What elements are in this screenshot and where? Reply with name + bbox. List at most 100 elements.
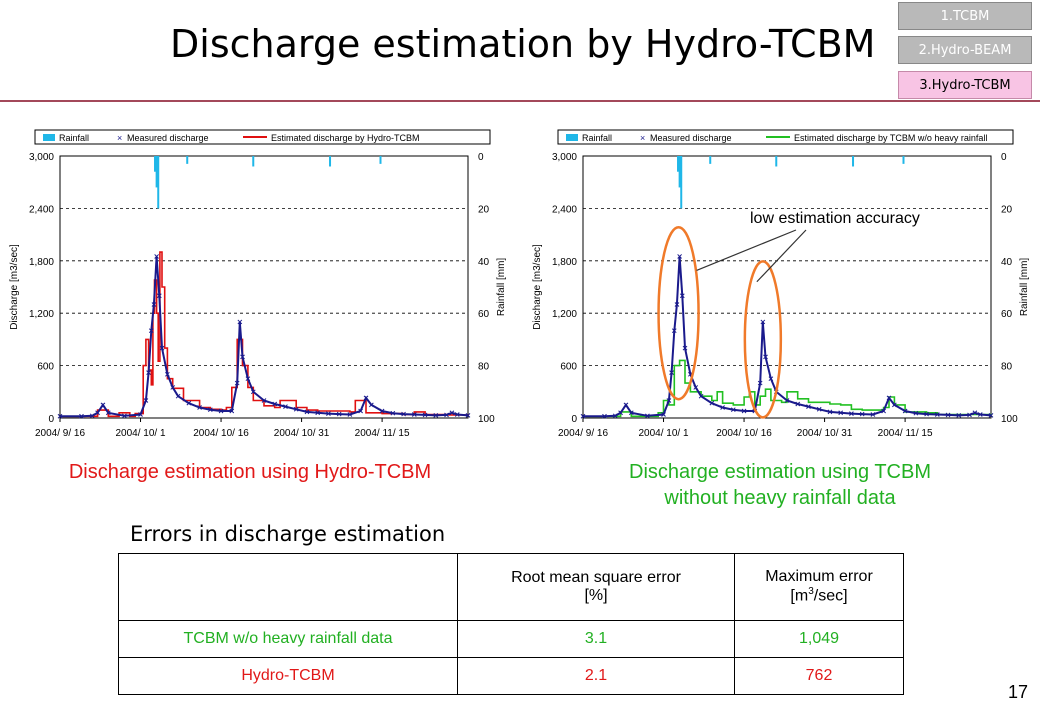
nav-tcbm-button[interactable]: 1.TCBM xyxy=(898,2,1032,30)
page-number: 17 xyxy=(1008,682,1029,702)
measured-point xyxy=(138,412,143,417)
callout-line-1 xyxy=(696,229,797,271)
title-divider xyxy=(0,100,1040,102)
measured-point xyxy=(95,410,100,416)
measured-point xyxy=(757,380,763,386)
measured-point xyxy=(79,413,84,419)
measured-point xyxy=(988,413,994,418)
measured-point xyxy=(250,389,256,395)
x-tick-label: 2004/ 11/ 15 xyxy=(878,428,933,439)
measured-point xyxy=(89,413,95,419)
measured-point xyxy=(122,413,127,419)
measured-point xyxy=(741,408,747,414)
measured-point xyxy=(628,410,634,416)
measured-point xyxy=(698,393,704,399)
header-max-error: Maximum error [m3/sec] xyxy=(734,553,904,621)
measured-point xyxy=(229,408,235,414)
caption-right: Discharge estimation using TCBM without … xyxy=(540,459,1020,511)
measured-point xyxy=(671,328,677,334)
error-table: Root mean square error [%] Maximum error… xyxy=(118,553,904,695)
measured-point xyxy=(261,398,267,403)
y2-tick-label: 0 xyxy=(478,152,484,163)
legend-estimated-label: Estimated discharge by TCBM w/o heavy ra… xyxy=(794,133,987,143)
measured-point xyxy=(945,412,951,418)
measured-point xyxy=(730,407,736,413)
y-tick-label: 600 xyxy=(560,362,577,373)
measured-point xyxy=(870,412,876,417)
rainfall-bar xyxy=(709,156,712,164)
measured-point xyxy=(902,408,908,414)
measured-discharge-line xyxy=(60,256,469,418)
measured-point xyxy=(218,408,224,414)
nav-hydro-tcbm-button[interactable]: 3.Hydro-TCBM xyxy=(898,71,1032,99)
measured-point xyxy=(283,404,288,410)
measured-point xyxy=(827,409,833,415)
rainfall-bar xyxy=(775,156,778,167)
measured-point xyxy=(390,410,396,416)
callout-line-2 xyxy=(756,229,807,283)
estimated-discharge-line xyxy=(583,359,992,418)
legend-measured-marker: × xyxy=(117,133,122,143)
measured-point xyxy=(956,413,962,418)
header-rmse-line2: [%] xyxy=(584,587,608,604)
header-max-post: /sec] xyxy=(813,587,848,605)
rainfall-bar xyxy=(680,156,683,209)
measured-point xyxy=(326,411,331,416)
measured-point xyxy=(784,398,790,403)
x-tick-label: 2004/ 11/ 15 xyxy=(355,428,410,439)
x-tick-label: 2004/ 10/ 1 xyxy=(116,428,166,439)
measured-point xyxy=(411,412,417,417)
measured-point xyxy=(170,385,176,390)
measured-point xyxy=(465,413,471,418)
y2-tick-label: 60 xyxy=(1001,309,1013,320)
row-name: Hydro-TCBM xyxy=(118,657,458,695)
rainfall-bar xyxy=(252,156,255,167)
measured-point xyxy=(618,410,623,416)
measured-point xyxy=(977,412,983,417)
row-max: 762 xyxy=(734,657,904,695)
y-tick-label: 3,000 xyxy=(552,152,577,163)
low-accuracy-annotation: low estimation accuracy xyxy=(750,210,920,227)
chart-hydro-tcbm: Rainfall × Measured discharge Estimated dis… xyxy=(9,129,507,439)
measured-point xyxy=(623,402,629,408)
measured-point xyxy=(602,413,607,419)
measured-point xyxy=(237,319,243,325)
y-tick-label: 0 xyxy=(571,414,577,425)
measured-point xyxy=(693,385,699,390)
measured-point xyxy=(768,376,774,382)
x-tick-label: 2004/ 10/ 16 xyxy=(716,428,772,439)
y2-tick-label: 60 xyxy=(478,309,490,320)
table-row: Hydro-TCBM 2.1 762 xyxy=(118,657,904,695)
row-rmse: 3.1 xyxy=(457,620,735,658)
measured-point xyxy=(666,398,672,403)
measured-point xyxy=(679,293,685,299)
measured-discharge-line xyxy=(583,256,992,418)
measured-point xyxy=(454,412,460,417)
measured-point xyxy=(304,409,310,415)
header-max-line2: [m3/sec] xyxy=(735,586,903,605)
nav-hydro-beam-button[interactable]: 2.Hydro-BEAM xyxy=(898,36,1032,64)
measured-point xyxy=(924,411,929,417)
measured-point xyxy=(444,412,449,418)
measured-point xyxy=(422,412,428,418)
measured-point xyxy=(881,408,886,414)
rainfall-bar xyxy=(852,156,855,167)
measured-point xyxy=(175,393,181,399)
estimated-discharge-line xyxy=(60,251,469,418)
y2-axis-title: Rainfall [mm] xyxy=(1019,258,1030,317)
legend-measured-label: Measured discharge xyxy=(127,133,209,143)
header-max-pre: [m xyxy=(790,587,809,605)
header-rmse-line1: Root mean square error xyxy=(511,569,681,586)
measured-point xyxy=(972,410,978,416)
plot-area xyxy=(582,155,992,419)
measured-point xyxy=(913,410,919,416)
rainfall-bar xyxy=(902,156,905,164)
y-tick-label: 600 xyxy=(37,362,54,373)
rainfall-bar xyxy=(678,156,681,188)
header-rmse: Root mean square error [%] xyxy=(457,553,735,621)
measured-point xyxy=(186,400,192,406)
measured-point xyxy=(272,401,278,407)
y2-tick-label: 80 xyxy=(1001,362,1013,373)
measured-point xyxy=(760,319,766,325)
y-tick-label: 1,200 xyxy=(29,309,54,320)
